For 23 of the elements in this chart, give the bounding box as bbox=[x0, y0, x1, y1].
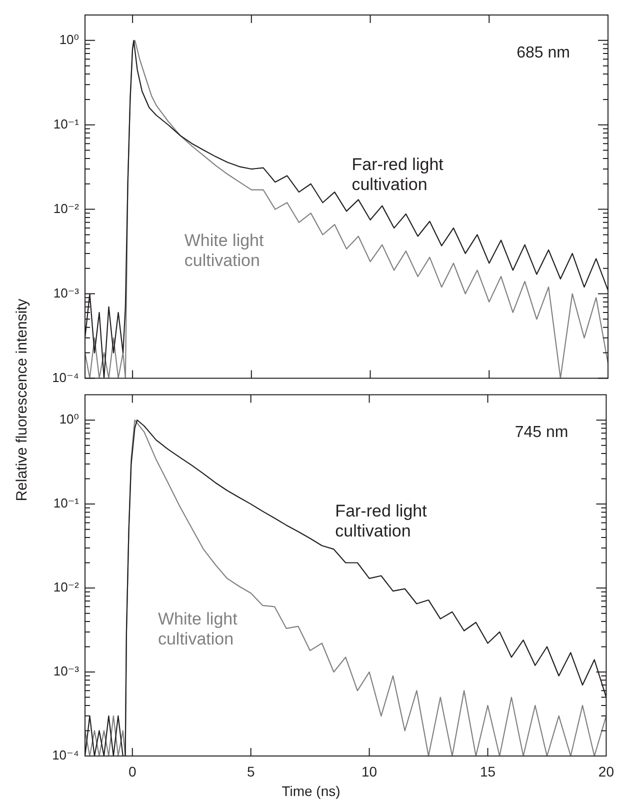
series-label: Far-red light cultivation bbox=[352, 154, 444, 194]
x-tick-label: 0 bbox=[128, 763, 136, 780]
y-tick-label: 10⁰ bbox=[59, 32, 79, 47]
x-tick-label: 10 bbox=[362, 763, 378, 780]
x-tick-label: 5 bbox=[246, 763, 255, 780]
x-tick-label: 15 bbox=[480, 763, 496, 780]
annotation: 685 nm bbox=[516, 44, 570, 62]
y-tick-label: 10⁻¹ bbox=[53, 116, 80, 132]
series-label: White light cultivation bbox=[184, 231, 264, 270]
series-label: Far-red light cultivation bbox=[335, 501, 428, 540]
y-tick-label: 10⁻³ bbox=[53, 664, 80, 679]
y-axis-title: Relative fluorescence intensity bbox=[14, 298, 30, 502]
y-tick-label: 10⁻² bbox=[53, 200, 80, 216]
y-tick-label: 10⁻¹ bbox=[53, 496, 80, 511]
y-tick-label: 10⁰ bbox=[59, 412, 79, 427]
y-tick-label: 10⁻³ bbox=[53, 285, 80, 300]
x-tick-label: 20 bbox=[598, 763, 614, 780]
annotation: 745 nm bbox=[514, 424, 568, 442]
y-tick-label: 10⁻² bbox=[53, 580, 80, 595]
x-axis-title: Time (ns) bbox=[280, 783, 342, 799]
series-label: White light cultivation bbox=[158, 610, 238, 649]
y-tick-label: 10⁻⁴ bbox=[52, 370, 79, 385]
y-tick-label: 10⁻⁴ bbox=[52, 748, 79, 763]
